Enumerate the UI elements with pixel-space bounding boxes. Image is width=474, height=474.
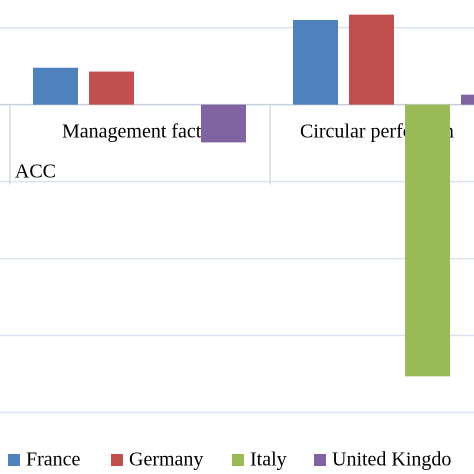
bar [33, 67, 78, 105]
x-tick-label: Management factor [62, 121, 218, 143]
legend-swatch [111, 454, 123, 466]
bar [461, 94, 474, 105]
x-tick-label: ACC [15, 161, 56, 183]
bar [293, 20, 338, 105]
legend-label: United Kingdo [332, 449, 451, 471]
bar [89, 71, 134, 105]
legend-swatch [8, 454, 20, 466]
legend-swatch [314, 454, 326, 466]
bar [201, 104, 246, 143]
legend-label: Italy [250, 449, 287, 471]
legend-label: France [26, 449, 81, 471]
bar [405, 104, 450, 377]
bar [349, 14, 394, 105]
legend-swatch [232, 454, 244, 466]
legend-label: Germany [129, 449, 203, 471]
